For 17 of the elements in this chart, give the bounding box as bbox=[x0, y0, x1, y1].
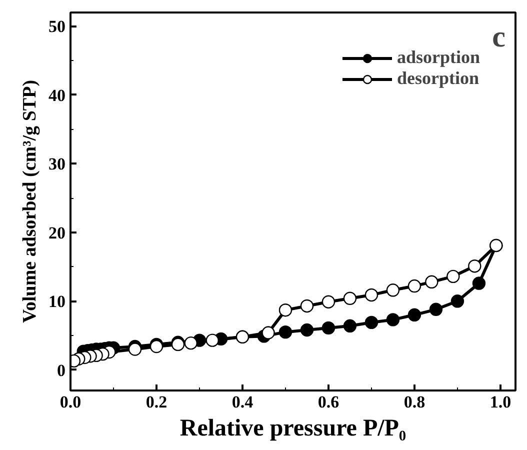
x-tick-label: 1.0 bbox=[490, 392, 512, 412]
y-tick-label: 30 bbox=[48, 154, 66, 174]
legend-label: adsorption bbox=[396, 47, 480, 68]
annotation: c bbox=[492, 20, 506, 54]
x-tick-label: 0.0 bbox=[60, 392, 82, 412]
y-tick-label: 10 bbox=[48, 292, 66, 312]
y-axis-title: Volume adsorbed (cm³/g STP) bbox=[20, 80, 40, 324]
y-tick-label: 50 bbox=[48, 17, 66, 36]
y-tick-label: 0 bbox=[57, 360, 66, 380]
x-tick-label: 0.4 bbox=[232, 392, 254, 412]
y-tick-label: 20 bbox=[48, 223, 66, 242]
x-tick-label: 0.2 bbox=[146, 392, 168, 412]
x-axis-title: Relative pressure P/P₀ bbox=[180, 416, 406, 442]
x-tick-label: 0.8 bbox=[404, 392, 426, 412]
x-tick-label: 0.6 bbox=[318, 392, 340, 412]
legend-label: desorption bbox=[396, 68, 479, 89]
y-tick-label: 40 bbox=[48, 86, 66, 105]
